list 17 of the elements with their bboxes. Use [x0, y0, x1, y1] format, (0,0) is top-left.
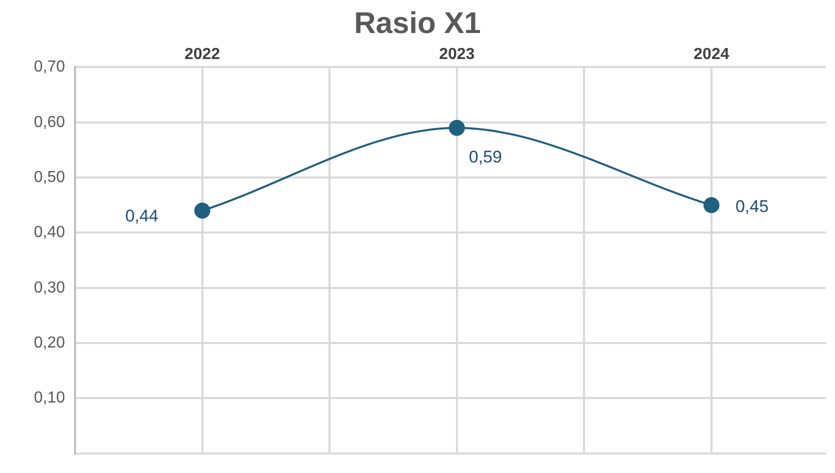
chart-title: Rasio X1	[353, 6, 482, 42]
y-tick-label: 0,50	[34, 168, 66, 186]
point	[703, 197, 720, 214]
x-tick-label: 2024	[694, 46, 730, 64]
text: 0,45	[735, 196, 769, 216]
y-tick-label: 0,40	[34, 224, 66, 242]
point	[448, 120, 465, 136]
y-tick-label: 0,70	[34, 58, 66, 76]
text: 0,59	[468, 148, 502, 167]
x-tick-label: 2023	[439, 46, 475, 64]
x-tick-label: 2022	[184, 46, 220, 64]
y-tick-label: 0,20	[34, 334, 66, 352]
point	[194, 202, 210, 219]
y-tick-label: 0,60	[34, 114, 66, 131]
y-tick-label: 0,30	[34, 279, 66, 296]
text: 0,44	[125, 206, 158, 226]
y-tick-label: 0,10	[34, 390, 66, 407]
